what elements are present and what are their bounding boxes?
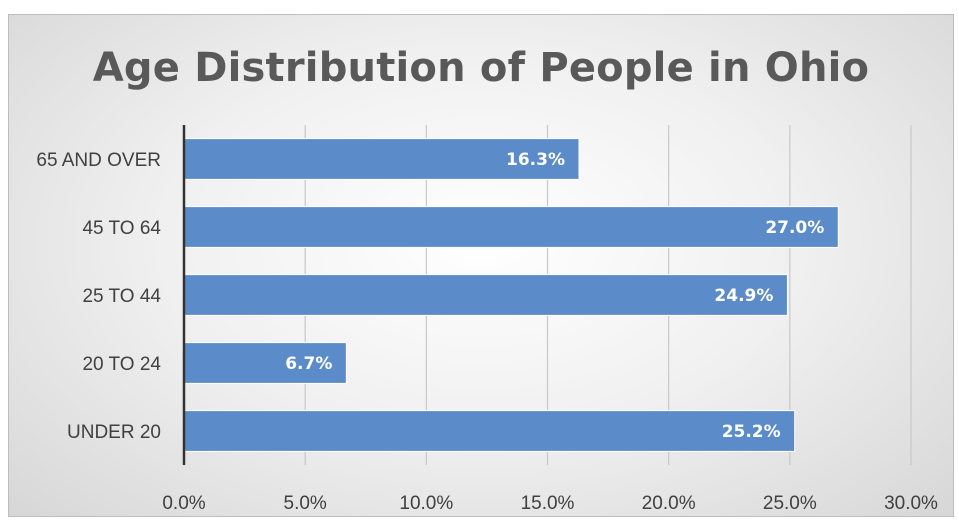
chart-title: Age Distribution of People in Ohio (92, 45, 870, 91)
bar (183, 410, 796, 452)
bar (183, 342, 347, 384)
category-label: UNDER 20 (67, 422, 161, 443)
bar (183, 138, 580, 180)
bar (183, 274, 788, 316)
x-tick-label: 0.0% (162, 493, 205, 514)
chart-container: Age Distribution of People in Ohio 0.0% 5… (8, 14, 954, 517)
category-label: 45 TO 64 (82, 218, 161, 239)
bars (183, 138, 839, 452)
category-label: 25 TO 44 (82, 286, 161, 307)
x-tick-label: 25.0% (763, 493, 817, 514)
data-label: 25.2% (722, 422, 781, 442)
category-label: 65 AND OVER (36, 150, 161, 171)
data-label: 16.3% (506, 150, 565, 170)
data-label: 6.7% (285, 354, 332, 374)
x-tick-label: 20.0% (642, 493, 696, 514)
bar (183, 206, 839, 248)
x-tick-label: 5.0% (284, 493, 327, 514)
data-label: 24.9% (714, 286, 773, 306)
data-label: 27.0% (765, 218, 824, 238)
labels: 0.0% 5.0% 10.0% 15.0% 20.0% 25.0% 30.0% 25.2% UN… (36, 150, 938, 514)
x-tick-label: 10.0% (399, 493, 453, 514)
bar-chart-plot: 0.0% 5.0% 10.0% 15.0% 20.0% 25.0% 30.0% 25.2% UN… (36, 125, 938, 514)
category-label: 20 TO 24 (82, 354, 161, 375)
x-tick-label: 15.0% (521, 493, 575, 514)
x-tick-label: 30.0% (884, 493, 938, 514)
